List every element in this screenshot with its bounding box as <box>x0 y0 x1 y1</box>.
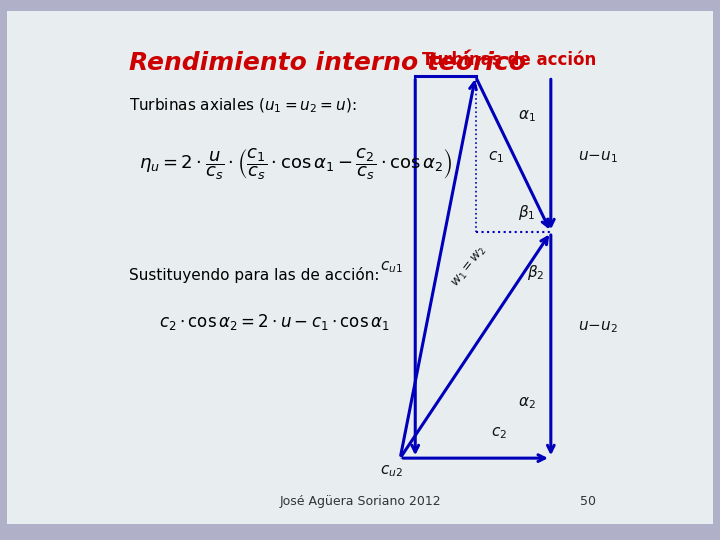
Text: Turbinas axiales ($u_1 = u_2 = u$):: Turbinas axiales ($u_1 = u_2 = u$): <box>129 97 356 115</box>
Text: $c_{u2}$: $c_{u2}$ <box>380 463 402 478</box>
Text: $\alpha_1$: $\alpha_1$ <box>518 109 536 125</box>
Text: 50: 50 <box>580 495 596 508</box>
Text: $c_{u1}$: $c_{u1}$ <box>380 259 402 275</box>
Text: $u{-}u_2$: $u{-}u_2$ <box>578 320 618 335</box>
Text: $\beta_2$: $\beta_2$ <box>527 263 544 282</box>
Text: $\beta_1$: $\beta_1$ <box>518 202 536 221</box>
Text: $u{-}u_1$: $u{-}u_1$ <box>578 149 618 165</box>
Text: $\eta_u = 2\cdot\dfrac{u}{c_s}\cdot\left(\dfrac{c_1}{c_s}\cdot\cos\alpha_1 - \df: $\eta_u = 2\cdot\dfrac{u}{c_s}\cdot\left… <box>139 147 453 183</box>
Text: $c_1$: $c_1$ <box>488 149 504 165</box>
Text: Rendimiento interno teórico: Rendimiento interno teórico <box>129 51 526 76</box>
Text: $w_1{=}w_2$: $w_1{=}w_2$ <box>449 244 490 291</box>
Text: José Agüera Soriano 2012: José Agüera Soriano 2012 <box>279 495 441 508</box>
Text: Sustituyendo para las de acción:: Sustituyendo para las de acción: <box>129 267 379 284</box>
Text: $\alpha_2$: $\alpha_2$ <box>518 395 536 411</box>
Text: $c_2\cdot\cos\alpha_2 = 2\cdot u - c_1\cdot\cos\alpha_1$: $c_2\cdot\cos\alpha_2 = 2\cdot u - c_1\c… <box>159 313 390 333</box>
Text: Turbinas de acción: Turbinas de acción <box>422 51 596 69</box>
Text: $c_2$: $c_2$ <box>490 425 507 441</box>
